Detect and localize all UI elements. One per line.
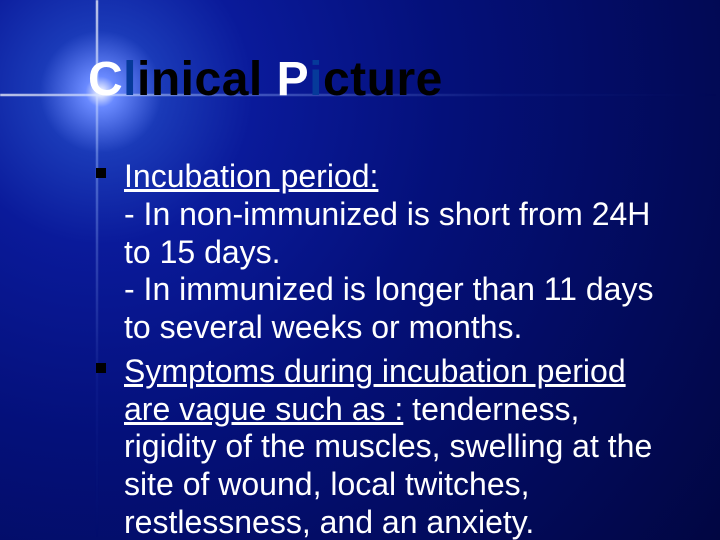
square-bullet-icon (96, 168, 106, 178)
square-bullet-icon (96, 363, 106, 373)
title-seg-5: cture (323, 53, 443, 106)
list-item: Incubation period: - In non-immunized is… (96, 158, 680, 347)
title-seg-4: i (309, 53, 323, 106)
title-seg-1: l (123, 53, 137, 106)
title-seg-0: C (88, 53, 123, 106)
title-seg-2: inical (137, 53, 277, 106)
title-seg-3: P (277, 53, 310, 106)
list-item: Symptoms during incubation period are va… (96, 353, 680, 540)
underlined-lead: Incubation period: (124, 158, 378, 194)
slide-body: Incubation period: - In non-immunized is… (96, 158, 680, 540)
item-rest: - In non-immunized is short from 24H to … (124, 196, 653, 345)
slide: Clinical Picture Incubation period: - In… (0, 0, 720, 540)
slide-title: Clinical Picture (88, 52, 443, 107)
list-item-text: Symptoms during incubation period are va… (124, 353, 680, 540)
list-item-text: Incubation period: - In non-immunized is… (124, 158, 680, 347)
